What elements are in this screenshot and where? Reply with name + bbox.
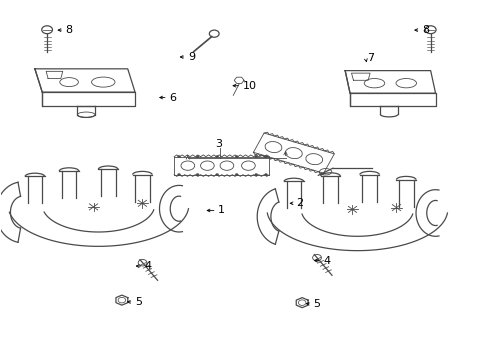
Text: 4: 4 — [323, 256, 330, 266]
Text: 8: 8 — [422, 25, 429, 35]
Circle shape — [216, 156, 219, 158]
Circle shape — [265, 174, 268, 176]
Circle shape — [216, 174, 219, 176]
Text: 7: 7 — [367, 53, 374, 63]
Text: 10: 10 — [243, 81, 257, 91]
Circle shape — [255, 174, 258, 176]
Text: 9: 9 — [188, 52, 195, 62]
Circle shape — [196, 156, 199, 158]
Text: 6: 6 — [169, 93, 176, 103]
Circle shape — [177, 174, 180, 176]
Circle shape — [235, 174, 238, 176]
Text: 1: 1 — [218, 206, 225, 216]
Text: 3: 3 — [216, 139, 222, 149]
Circle shape — [255, 156, 258, 158]
Text: 2: 2 — [296, 198, 303, 208]
Text: 4: 4 — [145, 261, 152, 271]
Circle shape — [235, 156, 238, 158]
Circle shape — [177, 156, 180, 158]
Text: 5: 5 — [135, 297, 142, 307]
Circle shape — [196, 174, 199, 176]
Text: 8: 8 — [66, 25, 73, 35]
Text: 5: 5 — [314, 299, 320, 309]
Circle shape — [265, 156, 268, 158]
